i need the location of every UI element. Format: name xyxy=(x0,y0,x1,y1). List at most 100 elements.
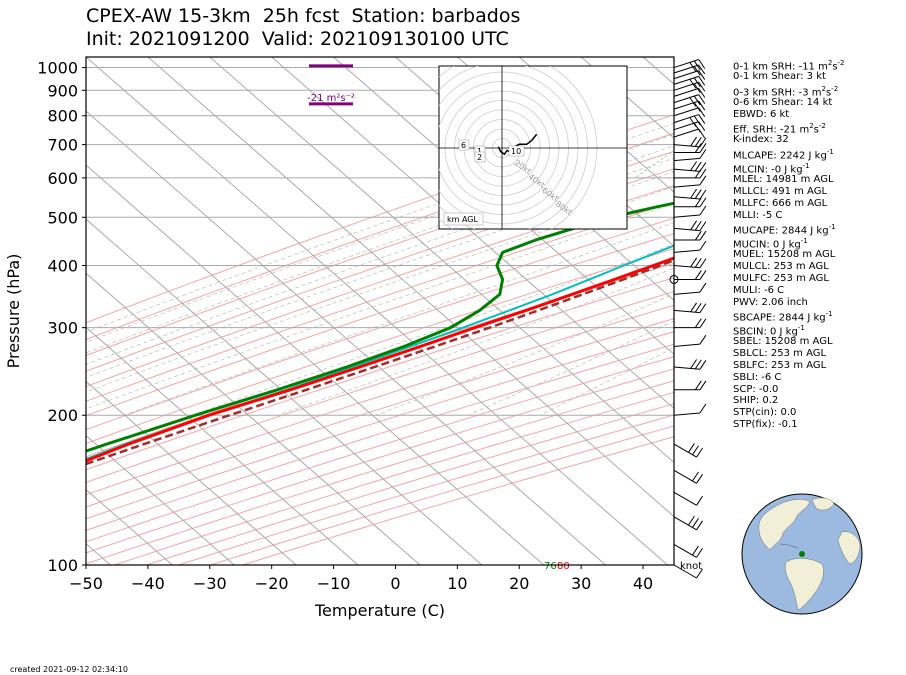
dry-adiabat xyxy=(86,201,674,402)
hodograph-height-label: 6 xyxy=(461,141,466,150)
wind-barb-flag xyxy=(689,117,697,127)
index-line: MLLFC: 666 m AGL xyxy=(733,198,827,209)
wind-barb-flag xyxy=(698,70,706,80)
index-line: MUEL: 15208 m AGL xyxy=(733,249,835,260)
x-tick-label: −40 xyxy=(131,574,165,593)
wind-unit-label: knot xyxy=(680,561,702,572)
surface-temperature-label: 80 xyxy=(557,561,570,572)
wind-barb-shaft xyxy=(673,87,699,97)
index-line: MLLI: -5 C xyxy=(733,210,782,221)
y-tick-label: 500 xyxy=(47,208,78,227)
wind-barb xyxy=(674,230,707,241)
index-line: STP(fix): -0.1 xyxy=(733,419,798,430)
index-superscript: -2 xyxy=(818,122,826,131)
wind-barb-flag xyxy=(699,318,707,328)
plot-area xyxy=(86,57,674,565)
dry-adiabat xyxy=(86,291,674,483)
wind-barb-flag xyxy=(699,230,707,241)
x-tick-label: 30 xyxy=(571,574,591,593)
globe-land-africa xyxy=(837,531,861,565)
index-line: SHIP: 0.2 xyxy=(733,395,778,406)
index-text: SCP: -0.0 xyxy=(733,383,779,395)
index-text: K-index: 32 xyxy=(733,134,789,146)
wind-barb-flag xyxy=(694,318,702,328)
wind-barb-shaft xyxy=(673,94,699,104)
hodograph-legend-box xyxy=(443,212,484,226)
wind-barb-flag xyxy=(689,78,697,89)
wind-barb-flag xyxy=(698,64,706,75)
index-text: STP(fix): -0.1 xyxy=(733,419,798,430)
wind-barb-flag xyxy=(693,102,701,112)
isotherm xyxy=(209,57,674,464)
wind-barb-flag xyxy=(692,545,699,556)
index-text: MUCAPE: 2844 J kg xyxy=(733,225,829,237)
wind-barb xyxy=(673,81,706,93)
index-text: SBLI: -6 C xyxy=(733,371,782,383)
index-text: 0-3 km SRH: -3 m xyxy=(733,87,822,99)
wind-barb-flag xyxy=(694,137,702,147)
index-line: MLCIN: -0 J kg-1 xyxy=(733,161,810,175)
isotherm xyxy=(86,110,606,565)
wind-barb-flag xyxy=(689,97,697,107)
hodograph-height-label: 1 xyxy=(477,147,482,156)
wind-barb-flag xyxy=(692,445,699,456)
isotherm xyxy=(86,326,359,565)
wind-barb xyxy=(673,149,707,162)
x-axis-label: Temperature (C) xyxy=(314,601,445,620)
wind-barb-flag xyxy=(690,136,697,147)
plot-frame xyxy=(85,56,675,566)
index-superscript: 2 xyxy=(821,84,826,93)
wind-barb-shaft xyxy=(673,114,699,124)
index-text: 0-6 km Shear: 14 kt xyxy=(733,96,833,108)
index-line: SBCAPE: 2844 J kg-1 xyxy=(733,309,833,323)
wind-barb-shaft xyxy=(673,343,700,347)
wind-barb xyxy=(673,302,707,314)
wind-barb xyxy=(673,564,703,579)
wind-barb-flag xyxy=(699,360,707,370)
hodograph-height-box xyxy=(474,151,486,163)
wind-barb xyxy=(673,136,707,148)
wind-barb-flag xyxy=(690,220,697,231)
wind-barb-shaft xyxy=(673,249,700,253)
index-unit: s xyxy=(825,87,832,99)
isotherm xyxy=(333,57,674,356)
index-text: MUEL: 15208 m AGL xyxy=(733,249,836,261)
y-tick-label: 200 xyxy=(47,406,78,425)
x-tick-label: −20 xyxy=(255,574,289,593)
wind-barb xyxy=(673,220,707,232)
wind-barb xyxy=(673,188,707,200)
wetbulb-profile xyxy=(86,244,674,461)
isotherm xyxy=(271,57,674,410)
isotherm xyxy=(86,57,668,565)
index-text: STP(cin): 0.0 xyxy=(733,407,797,419)
hodograph-height-label: 10 xyxy=(511,147,521,156)
wind-barb-shaft xyxy=(673,128,699,138)
x-tick-label: −10 xyxy=(317,574,351,593)
wind-barb-flag xyxy=(699,240,707,251)
index-text: MLLI: -5 C xyxy=(733,209,783,221)
index-line: MLLCL: 491 m AGL xyxy=(733,186,827,197)
hodograph-frame xyxy=(438,65,628,230)
wind-barb xyxy=(673,70,706,80)
index-superscript: -2 xyxy=(831,84,839,93)
index-line: SBCIN: 0 J kg-1 xyxy=(733,323,805,337)
wind-barb-flag xyxy=(690,161,697,171)
index-superscript: -1 xyxy=(826,148,834,157)
dry-adiabat xyxy=(86,233,674,431)
wind-barb-flag xyxy=(694,380,702,391)
x-tick-label: 10 xyxy=(447,574,467,593)
dewpoint-profile xyxy=(86,201,674,453)
wind-barb-flag xyxy=(696,520,703,531)
wind-barb-flag xyxy=(698,76,706,86)
index-line: EBWD: 6 kt xyxy=(733,109,789,120)
index-text: MULI: -6 C xyxy=(733,284,785,296)
wind-barb-flag xyxy=(689,62,697,72)
wind-barb-flag xyxy=(699,258,707,269)
index-line: SBEL: 15208 m AGL xyxy=(733,336,833,347)
wind-barb xyxy=(673,403,707,416)
dry-adiabat xyxy=(86,185,674,388)
index-text: SBLFC: 253 m AGL xyxy=(733,360,827,371)
wind-barb-flag xyxy=(696,447,703,458)
index-line: SBLI: -6 C xyxy=(733,372,781,383)
index-text: MULCL: 253 m AGL xyxy=(733,261,829,273)
